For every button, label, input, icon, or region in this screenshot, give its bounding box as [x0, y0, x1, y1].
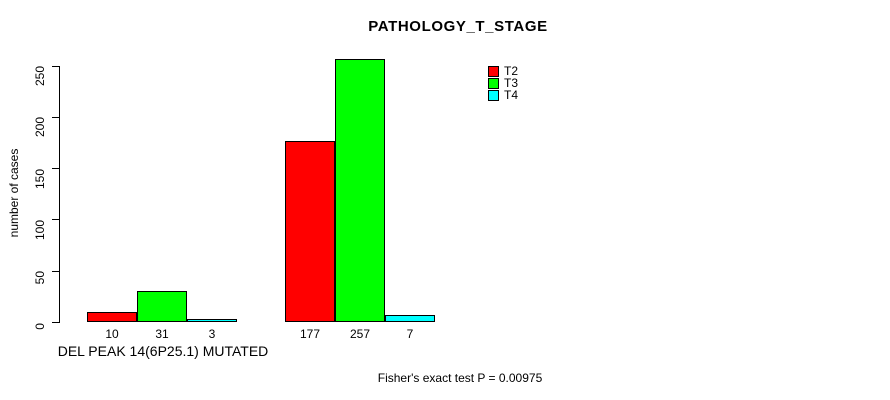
y-tick-label-text: 200	[33, 117, 47, 138]
y-tick-mark	[52, 219, 59, 221]
legend-swatch-t4	[488, 89, 499, 101]
bar-t3-group1	[137, 290, 187, 323]
y-tick-mark	[52, 270, 59, 272]
bar-t3-group2	[335, 58, 385, 323]
y-axis-line	[59, 66, 60, 323]
bar-value-label: 31	[155, 326, 169, 341]
fisher-test-annotation: Fisher's exact test P = 0.00975	[377, 371, 543, 385]
y-axis-title: number of cases	[7, 148, 21, 238]
y-tick-label-text: 0	[33, 322, 47, 330]
bar-value-label: 177	[299, 326, 321, 341]
bar-value-label: 3	[208, 326, 216, 341]
bar-t4-group2	[385, 315, 435, 323]
y-tick-mark	[52, 168, 59, 170]
x-axis-group-label: DEL PEAK 14(6P25.1) MUTATED	[57, 343, 269, 359]
bar-value-label: 7	[406, 326, 414, 341]
y-tick-mark	[52, 65, 59, 67]
y-tick-label-text: 250	[33, 66, 47, 87]
legend-item: T2	[488, 65, 518, 77]
legend-label: T3	[504, 76, 519, 90]
bar-t4-group1	[187, 319, 237, 323]
y-tick-mark	[52, 322, 59, 323]
legend-label: T4	[504, 88, 519, 102]
legend-swatch-t2	[488, 65, 499, 77]
bar-t2-group1	[87, 312, 137, 323]
legend-item: T3	[488, 77, 518, 89]
y-tick-label-text: 100	[33, 219, 47, 240]
y-tick-label-text: 50	[33, 271, 47, 285]
legend-swatch-t3	[488, 77, 499, 89]
bar-value-label: 257	[349, 326, 371, 341]
bar-t2-group2	[285, 140, 335, 323]
bar-value-label: 10	[105, 326, 119, 341]
y-tick-mark	[52, 116, 59, 118]
legend-item: T4	[488, 89, 518, 101]
legend: T2 T3 T4	[488, 65, 518, 101]
chart-title: PATHOLOGY_T_STAGE	[368, 18, 548, 35]
legend-label: T2	[504, 64, 519, 78]
y-tick-label-text: 150	[33, 168, 47, 189]
